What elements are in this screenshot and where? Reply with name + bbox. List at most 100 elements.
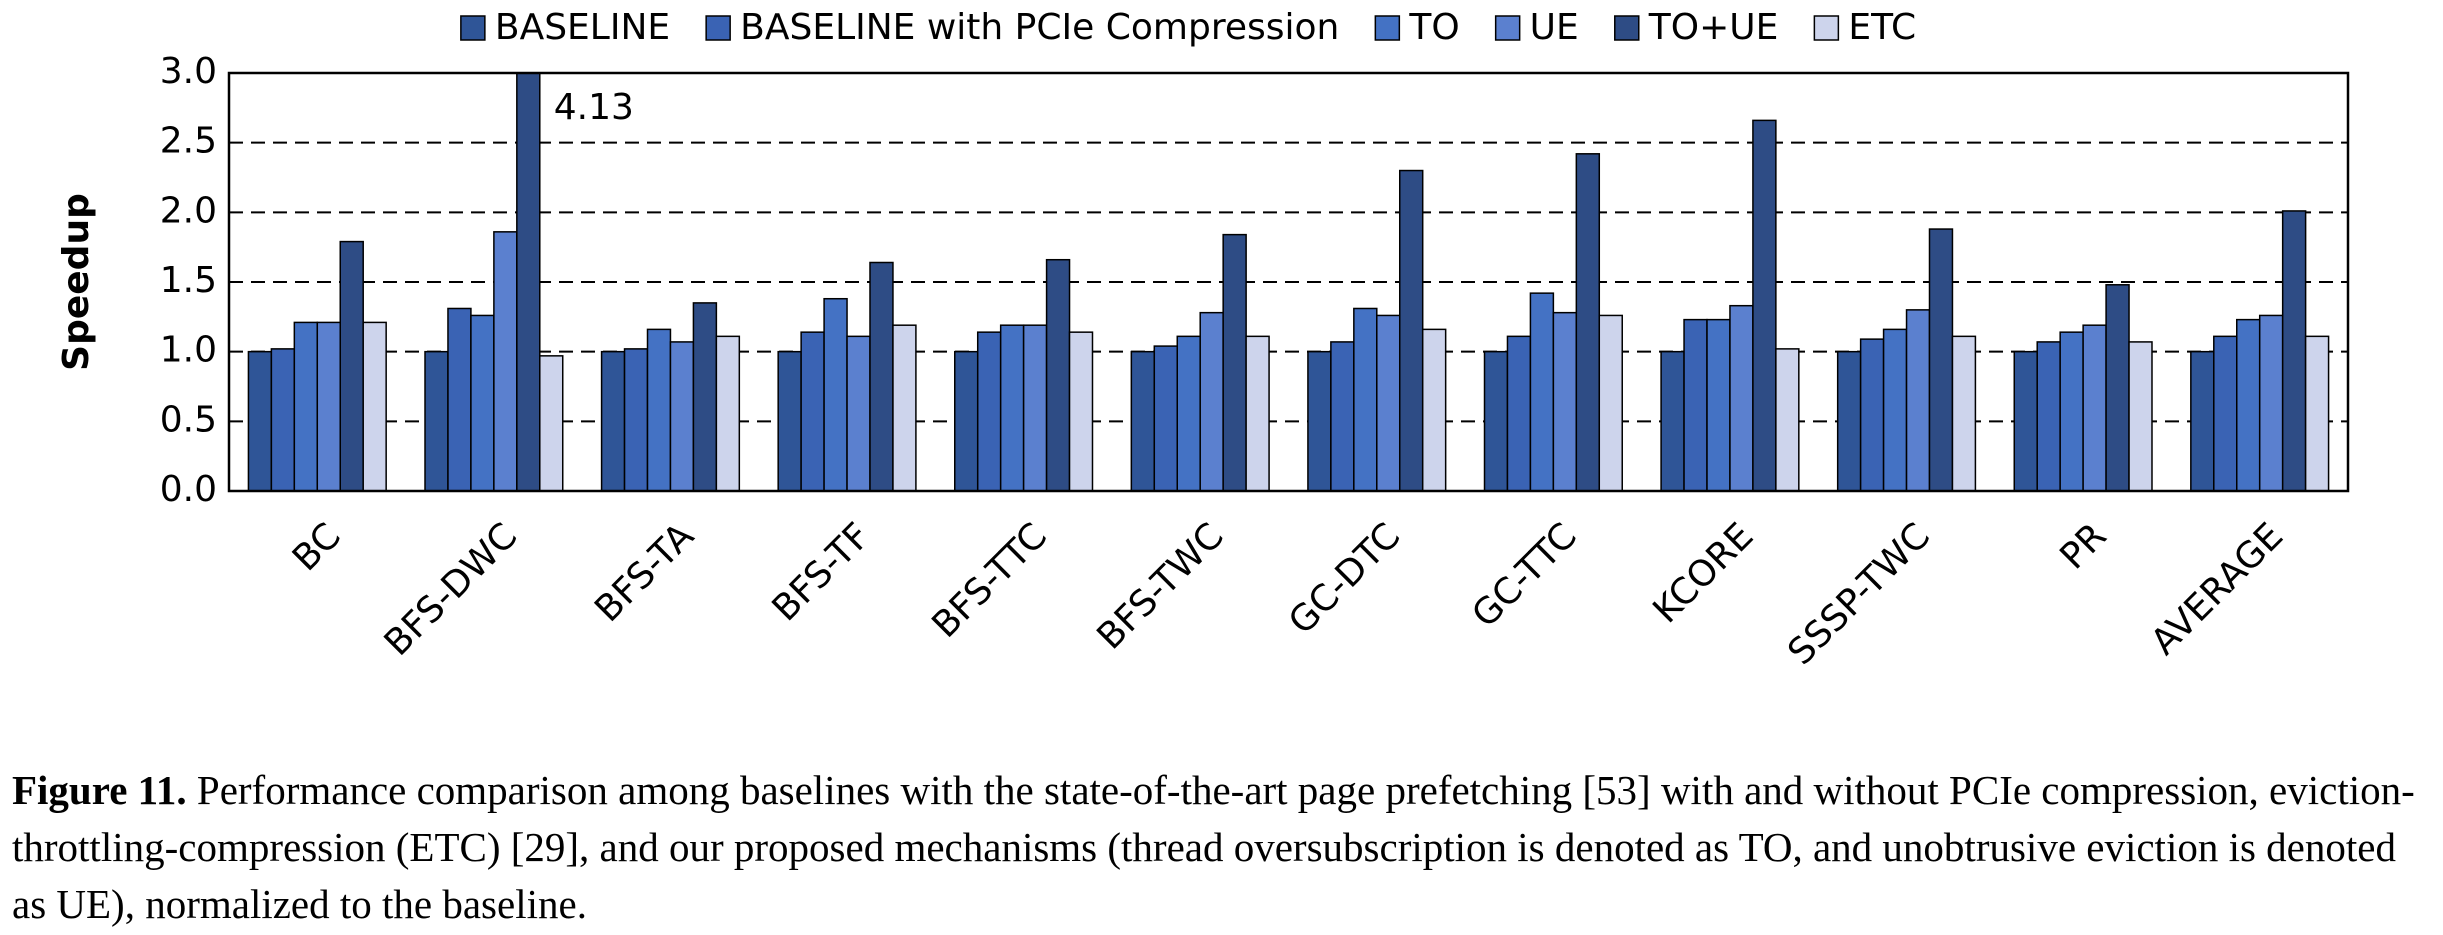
- bar: [669, 341, 695, 491]
- bar: [1199, 311, 1224, 491]
- bar: [869, 261, 894, 491]
- bar: [1552, 311, 1578, 491]
- legend-item: BASELINE with PCIe Compression: [705, 7, 1339, 48]
- bar: [2013, 350, 2038, 491]
- chart: Speedup 0.0 0.5 1.0 1.5 2.0 2.5 3.0 BC 4.13 BFS-D…: [56, 7, 2350, 673]
- bar: [892, 324, 917, 491]
- bar: [800, 331, 825, 491]
- x-tick-label: GC-TTC: [1465, 515, 1585, 635]
- value-label: 4.13: [554, 87, 634, 128]
- bar: [715, 335, 741, 491]
- bar: [777, 350, 802, 491]
- bar: [1660, 350, 1685, 491]
- bar: [1376, 314, 1401, 491]
- legend-swatch: [705, 15, 731, 41]
- bar: [1859, 338, 1885, 491]
- y-tick-label: 3.0: [160, 51, 217, 92]
- bar: [1222, 233, 1247, 491]
- bar: [1068, 331, 1094, 491]
- legend-item: TO+UE: [1614, 7, 1779, 48]
- x-tick-label: BFS-TA: [587, 515, 702, 630]
- bar: [954, 350, 979, 491]
- x-tick-label: BFS-DWC: [377, 515, 526, 664]
- y-axis-title: Speedup: [56, 193, 97, 371]
- bar: [1752, 119, 1777, 491]
- bar: [2236, 318, 2261, 491]
- legend-swatch: [1374, 15, 1401, 41]
- x-tick-label: GC-DTC: [1281, 515, 1408, 642]
- bar: [1421, 328, 1447, 491]
- bar: [2128, 341, 2153, 491]
- legend-label: BASELINE with PCIe Compression: [740, 7, 1339, 48]
- x-tick-label: SSSP-TWC: [1780, 515, 1938, 673]
- x-tick-label: BFS-TTC: [924, 515, 1055, 646]
- caption-label: Figure 11.: [12, 767, 187, 813]
- bar: [1398, 169, 1424, 491]
- bar: [447, 307, 472, 491]
- y-tick-label: 0.0: [160, 469, 217, 510]
- bar: [2036, 341, 2061, 491]
- bar: [293, 321, 319, 491]
- x-tick-label: PR: [2053, 515, 2115, 577]
- bar: [316, 321, 341, 491]
- y-tick-label: 2.5: [160, 121, 217, 162]
- bar: [2059, 331, 2084, 491]
- bar: [493, 231, 518, 491]
- bar: [2190, 350, 2215, 491]
- bar: [623, 348, 649, 491]
- x-tick-label: BFS-TWC: [1089, 515, 1231, 657]
- legend-label: TO+UE: [1648, 7, 1779, 48]
- caption-text: Performance comparison among baselines w…: [12, 767, 2415, 927]
- bar: [1153, 345, 1179, 491]
- bar: [1506, 335, 1532, 491]
- bar: [1245, 335, 1270, 491]
- bar: [1307, 350, 1332, 491]
- bar: [424, 350, 449, 491]
- plot-border: [227, 71, 2350, 493]
- bar: [2213, 335, 2238, 491]
- legend-swatch: [1614, 15, 1640, 41]
- bar: [1775, 348, 1800, 491]
- bar: [600, 350, 626, 491]
- legend-label: UE: [1530, 7, 1579, 48]
- x-tick-label: BC: [285, 515, 349, 579]
- bar: [1598, 314, 1623, 491]
- legend-swatch: [1494, 15, 1521, 41]
- y-tick-label: 1.5: [160, 260, 217, 301]
- bar: [1706, 318, 1731, 491]
- bar: [1575, 153, 1601, 491]
- bar: [470, 314, 495, 491]
- plot-area: [247, 73, 2330, 491]
- legend-label: BASELINE: [495, 7, 670, 48]
- bar: [692, 302, 718, 491]
- bar: [2281, 210, 2307, 491]
- bar: [339, 240, 364, 491]
- bar: [646, 328, 672, 491]
- bar: [976, 331, 1002, 491]
- legend-item: BASELINE: [460, 7, 670, 48]
- legend-swatch: [460, 15, 486, 41]
- y-tick-label: 1.0: [160, 330, 217, 371]
- bar: [1951, 335, 1977, 491]
- bar: [1882, 328, 1908, 491]
- bar: [823, 297, 848, 491]
- y-tick-label: 2.0: [160, 190, 217, 231]
- bar: [539, 355, 564, 491]
- bar: [1130, 350, 1156, 491]
- bar: [1905, 309, 1931, 491]
- bar: [2082, 324, 2107, 491]
- bar: [1529, 292, 1555, 491]
- bar: [270, 348, 296, 491]
- bar: [1045, 258, 1071, 491]
- caption: Figure 11. Performance comparison among …: [12, 762, 2437, 933]
- x-tick-label: KCORE: [1646, 515, 1762, 631]
- bar: [1483, 350, 1509, 491]
- bar: [362, 321, 387, 491]
- x-tick-label: AVERAGE: [2143, 515, 2291, 663]
- bar: [1729, 304, 1754, 491]
- bar: [1353, 307, 1378, 491]
- legend-item: UE: [1494, 7, 1579, 48]
- bar: [1836, 350, 1862, 491]
- legend-label: ETC: [1848, 7, 1916, 48]
